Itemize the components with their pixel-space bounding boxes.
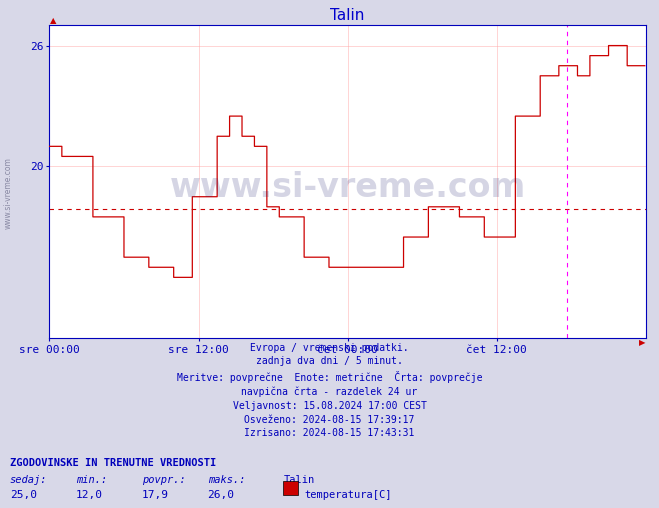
Text: www.si-vreme.com: www.si-vreme.com: [3, 157, 13, 229]
Text: sedaj:: sedaj:: [10, 475, 47, 485]
Text: ▲: ▲: [50, 16, 57, 25]
Text: 25,0: 25,0: [10, 490, 37, 500]
Text: povpr.:: povpr.:: [142, 475, 185, 485]
Text: www.si-vreme.com: www.si-vreme.com: [169, 171, 526, 204]
Title: Talin: Talin: [330, 8, 365, 23]
Text: ZGODOVINSKE IN TRENUTNE VREDNOSTI: ZGODOVINSKE IN TRENUTNE VREDNOSTI: [10, 458, 216, 468]
Text: 12,0: 12,0: [76, 490, 103, 500]
Text: Talin: Talin: [283, 475, 314, 485]
Text: temperatura[C]: temperatura[C]: [304, 490, 392, 500]
Text: 17,9: 17,9: [142, 490, 169, 500]
Text: min.:: min.:: [76, 475, 107, 485]
Text: Evropa / vremenski podatki.
zadnja dva dni / 5 minut.
Meritve: povprečne  Enote:: Evropa / vremenski podatki. zadnja dva d…: [177, 343, 482, 438]
Text: maks.:: maks.:: [208, 475, 245, 485]
Text: 26,0: 26,0: [208, 490, 235, 500]
Text: ▶: ▶: [639, 338, 646, 347]
